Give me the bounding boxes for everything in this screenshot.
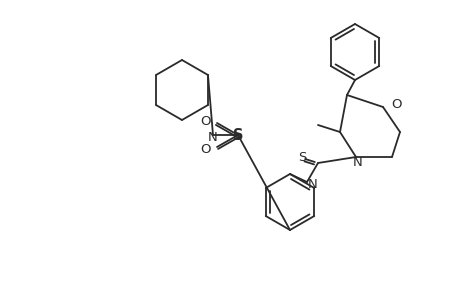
Text: S: S bbox=[232, 128, 243, 142]
Text: O: O bbox=[200, 115, 211, 128]
Text: N: N bbox=[353, 155, 362, 169]
Text: O: O bbox=[391, 98, 401, 110]
Text: N: N bbox=[207, 130, 218, 143]
Text: O: O bbox=[200, 142, 211, 155]
Text: N: N bbox=[308, 178, 317, 190]
Text: S: S bbox=[297, 151, 306, 164]
